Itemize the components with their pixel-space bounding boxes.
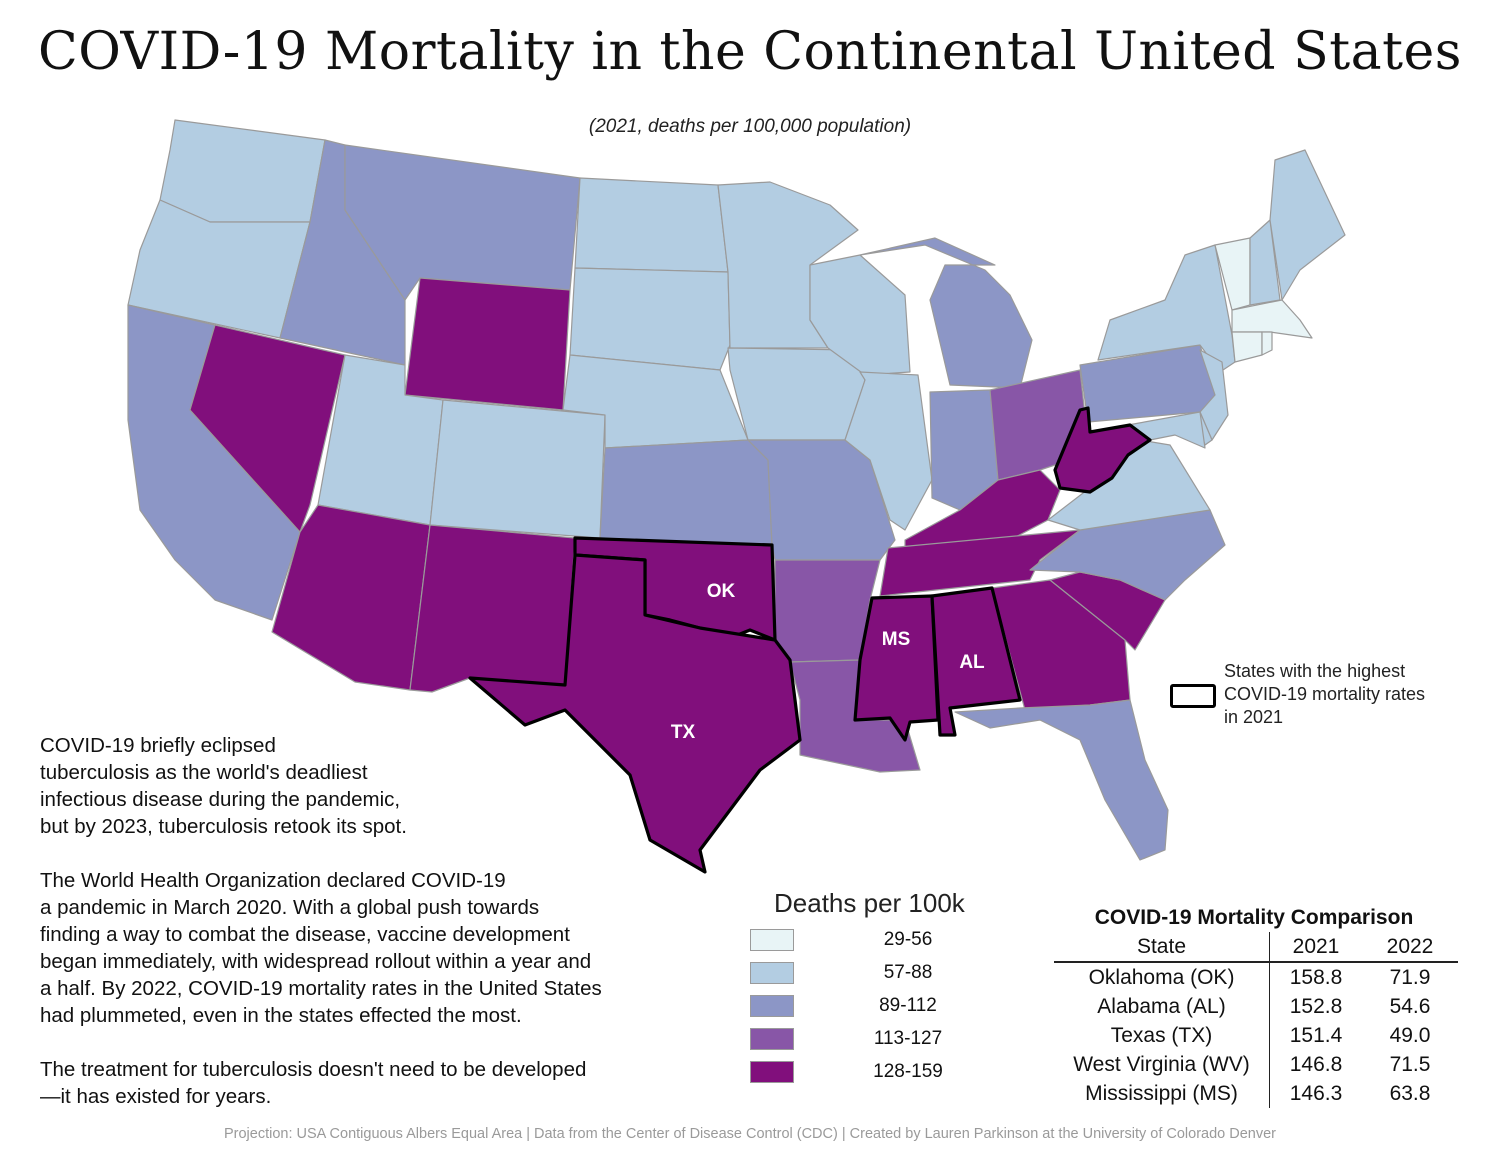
narrative-text: COVID-19 briefly eclipsed tuberculosis a… [40, 732, 680, 1137]
cell-2021: 152.8 [1289, 994, 1343, 1018]
state-label-tx: TX [671, 722, 696, 743]
cell-state: West Virginia (WV) [1054, 1050, 1270, 1079]
state-IL[interactable] [844, 371, 933, 531]
legend-label: 128-159 [873, 1061, 943, 1082]
state-FL[interactable] [954, 699, 1169, 861]
cell-state: Mississippi (MS) [1054, 1079, 1270, 1108]
cell-2022: 54.6 [1389, 994, 1431, 1018]
cell-2022: 71.9 [1389, 965, 1431, 989]
legend-swatch [750, 929, 794, 951]
map-title: COVID-19 Mortality in the Continental Un… [38, 22, 1462, 82]
state-WA[interactable] [159, 119, 326, 223]
comparison-title: COVID-19 Mortality Comparison [1094, 906, 1414, 929]
state-AL[interactable] [930, 586, 1022, 737]
state-IA[interactable] [727, 347, 866, 441]
state-MS[interactable] [853, 594, 940, 742]
cell-2021: 146.3 [1289, 1081, 1343, 1105]
table-row: Mississippi (MS) 146.3 63.8 [1054, 1079, 1458, 1108]
state-SD[interactable] [569, 267, 731, 371]
legend-item: 57-88 [748, 958, 1008, 991]
state-WY[interactable] [404, 277, 571, 411]
column-header-state: State [1054, 932, 1270, 963]
legend-swatch [750, 1061, 794, 1083]
highlight-key-text: States with the highest COVID-19 mortali… [1224, 661, 1426, 727]
legend-swatch [750, 962, 794, 984]
table-row: West Virginia (WV) 146.8 71.5 [1054, 1050, 1458, 1079]
legend-swatch [750, 995, 794, 1017]
cell-2021: 158.8 [1289, 965, 1343, 989]
legend-label: 29-56 [883, 929, 933, 950]
table-row: Oklahoma (OK) 158.8 71.9 [1054, 962, 1458, 992]
state-label-al: AL [959, 652, 985, 673]
state-TX[interactable] [468, 553, 802, 874]
state-label-ms: MS [882, 629, 911, 650]
legend-label: 113-127 [873, 1028, 943, 1049]
state-ND[interactable] [574, 177, 729, 273]
legend: Deaths per 100k 29-56 57-88 89-112 113-1… [748, 888, 1008, 1090]
cell-2021: 151.4 [1289, 1023, 1343, 1047]
column-header-2022: 2022 [1362, 932, 1458, 963]
state-CT[interactable] [1231, 331, 1263, 363]
narrative-paragraph-2: The World Health Organization declared C… [40, 869, 602, 1027]
cell-2021: 146.8 [1289, 1052, 1343, 1076]
highlight-key-swatch [1170, 684, 1216, 708]
legend-item: 29-56 [748, 925, 1008, 958]
map-footer-credits: Projection: USA Contiguous Albers Equal … [223, 1126, 1277, 1142]
narrative-paragraph-1: COVID-19 briefly eclipsed tuberculosis a… [40, 734, 407, 838]
legend-title: Deaths per 100k [774, 888, 965, 918]
cell-state: Oklahoma (OK) [1054, 962, 1270, 992]
cell-2022: 63.8 [1389, 1081, 1431, 1105]
cell-2022: 71.5 [1389, 1052, 1431, 1076]
state-RI[interactable] [1261, 331, 1273, 356]
state-KS[interactable] [599, 439, 773, 546]
comparison-table: COVID-19 Mortality Comparison State 2021… [1054, 906, 1464, 1108]
column-header-2021: 2021 [1269, 932, 1362, 963]
table-row: Alabama (AL) 152.8 54.6 [1054, 992, 1458, 1021]
state-NM[interactable] [409, 524, 576, 693]
cell-2022: 49.0 [1389, 1023, 1431, 1047]
legend-item: 128-159 [748, 1057, 1008, 1090]
state-CO[interactable] [429, 399, 606, 539]
state-label-ok: OK [707, 581, 736, 602]
legend-label: 57-88 [883, 962, 933, 983]
state-MI[interactable] [859, 237, 1033, 389]
state-ME[interactable] [1269, 149, 1346, 301]
cell-state: Texas (TX) [1054, 1021, 1270, 1050]
table-header-row: State 2021 2022 [1054, 932, 1458, 963]
legend-label: 89-112 [879, 995, 937, 1016]
map-subtitle: (2021, deaths per 100,000 population) [588, 116, 912, 137]
cell-state: Alabama (AL) [1054, 992, 1270, 1021]
narrative-paragraph-3: The treatment for tuberculosis doesn't n… [40, 1058, 587, 1108]
legend-item: 113-127 [748, 1024, 1008, 1057]
legend-item: 89-112 [748, 991, 1008, 1024]
comparison-grid: State 2021 2022 Oklahoma (OK) 158.8 71.9… [1054, 932, 1458, 1108]
legend-swatch [750, 1028, 794, 1050]
state-WV[interactable] [1053, 406, 1152, 494]
state-NV[interactable] [189, 324, 346, 533]
table-row: Texas (TX) 151.4 49.0 [1054, 1021, 1458, 1050]
